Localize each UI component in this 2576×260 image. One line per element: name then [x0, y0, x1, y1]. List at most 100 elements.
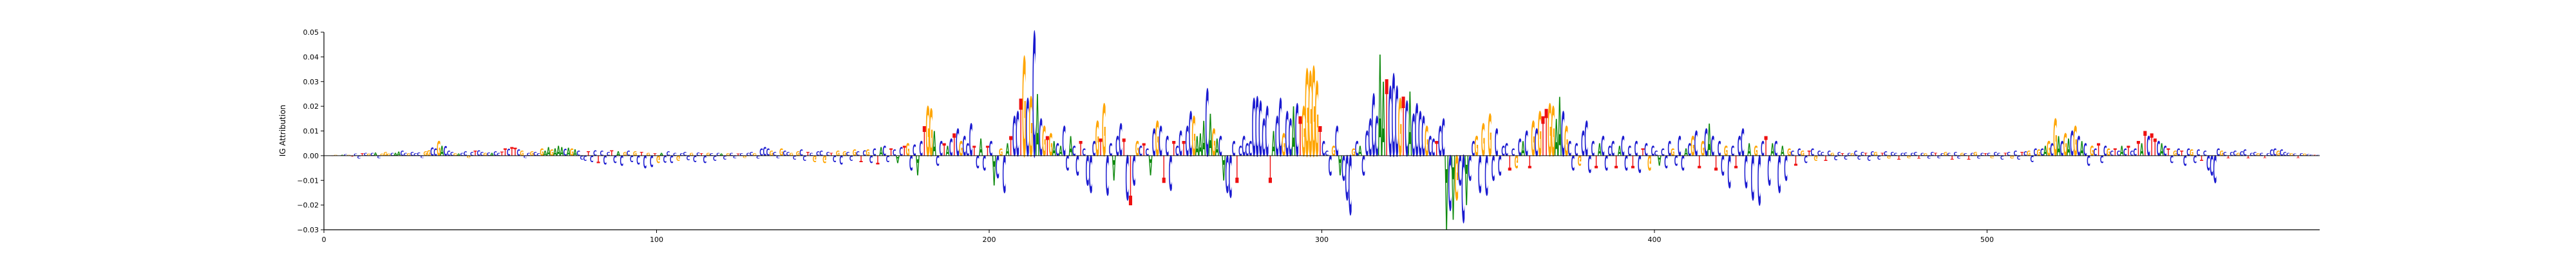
logo-letter: T [1401, 81, 1405, 176]
logo-letter: C [869, 153, 873, 165]
logo-letter: C [1395, 68, 1399, 178]
logo-letter: T [2246, 154, 2250, 158]
logo-letter: T [1545, 96, 1548, 171]
logo-letter: T [1917, 154, 1920, 159]
logo-letter: A [1222, 147, 1226, 187]
logo-letter: G [1315, 62, 1319, 180]
logo-letter: C [1275, 107, 1279, 169]
logo-letter: C [1607, 143, 1611, 159]
y-tick-label: −0.01 [297, 176, 319, 185]
logo-letter: A [1272, 124, 1276, 164]
x-tick-label: 100 [650, 236, 663, 244]
logo-letter: C [1321, 138, 1325, 161]
logo-letter: A [2067, 135, 2070, 162]
logo-letter: C [1229, 142, 1233, 209]
logo-letter: T [2137, 138, 2140, 161]
logo-letter: C [583, 153, 587, 162]
logo-letter: A [393, 152, 398, 156]
logo-letter: C [576, 150, 580, 158]
logo-letter: C [1584, 112, 1588, 167]
logo-letter: C [1561, 99, 1565, 170]
logo-letter: C [1388, 68, 1392, 178]
logo-letter: A [440, 143, 444, 159]
logo-letter: C [750, 151, 753, 157]
logo-letter: C [1914, 151, 1918, 157]
logo-letter: G [2289, 153, 2293, 156]
logo-letter: A [1464, 139, 1468, 218]
logo-letter: G [866, 148, 869, 158]
logo-letter: C [1854, 150, 1858, 158]
y-tick-label: 0.00 [303, 152, 319, 160]
logo-letter: C [2280, 148, 2284, 158]
logo-letter: C [2070, 124, 2074, 164]
logo-letter: C [497, 152, 500, 156]
logo-letter: G [520, 150, 524, 158]
logo-letter: C [816, 151, 820, 158]
logo-letter: C [2087, 153, 2090, 169]
logo-letter: T [2200, 153, 2204, 162]
logo-letter: C [1249, 138, 1253, 161]
logo-letter: C [1744, 145, 1748, 196]
logo-letter: C [810, 152, 813, 156]
logo-letter: C [1661, 147, 1665, 158]
logo-letter: C [1186, 118, 1189, 165]
logo-letter: C [1002, 143, 1006, 202]
logo-letter: G [1887, 154, 1891, 159]
logo-letter: C [1797, 147, 1801, 158]
logo-letter: A [896, 153, 900, 165]
logo-letter: C [1119, 116, 1122, 167]
logo-letter: C [883, 143, 887, 159]
logo-letter: C [1861, 151, 1864, 157]
logo-letter: C [1441, 109, 1445, 169]
logo-letter: C [1026, 84, 1030, 174]
logo-letter: C [1016, 99, 1019, 170]
logo-letter: G [1475, 131, 1479, 163]
logo-letter: G [453, 153, 457, 156]
logo-letter: C [1571, 151, 1575, 174]
logo-letter: C [1498, 149, 1502, 180]
logo-letter: C [713, 153, 717, 162]
logo-letter: C [2283, 151, 2287, 157]
logo-letter: C [1325, 150, 1329, 158]
logo-letter: T [923, 118, 926, 165]
logo-letter: G [1671, 147, 1674, 158]
logo-letter: C [1947, 152, 1951, 156]
logo-letter: G [796, 151, 800, 158]
logo-letter: C [1678, 131, 1681, 163]
logo-letter: C [1761, 138, 1765, 161]
logo-letter: C [1242, 131, 1245, 163]
logo-letter: C [2230, 151, 2233, 157]
logo-letter: C [377, 154, 381, 158]
logo-letter: C [1704, 122, 1708, 165]
logo-letter: A [2160, 140, 2164, 160]
logo-letter: C [1954, 151, 1958, 157]
logo-letter: C [1920, 152, 1924, 156]
logo-letter: C [1361, 149, 1365, 180]
logo-letter: A [544, 150, 548, 158]
logo-letter: C [756, 154, 760, 159]
logo-letter: C [413, 153, 417, 156]
logo-letter: A [659, 152, 664, 156]
logo-letter: T [1172, 138, 1175, 161]
logo-letter: C [1075, 149, 1079, 180]
logo-letter: G [925, 93, 929, 172]
logo-letter: G [999, 147, 1003, 158]
logo-letter: T [587, 151, 590, 158]
logo-letter: C [1804, 153, 1808, 165]
logo-letter: T [736, 153, 740, 156]
logo-letter: C [480, 151, 484, 157]
logo-letter: G [2173, 150, 2177, 158]
logo-letter: T [1714, 151, 1718, 174]
logo-letter: A [2120, 143, 2124, 159]
logo-letter: G [1814, 153, 1817, 162]
logo-letter: T [1298, 107, 1302, 169]
logo-letters-layer: ACTGCACGTCCTCGCACGGGCAACCGCCCCGGCCGACCCG… [324, 0, 2320, 249]
logo-letter: G [2010, 154, 2014, 159]
logo-letter: C [564, 147, 567, 158]
logo-letter: C [913, 143, 916, 160]
logo-letter: C [1262, 109, 1265, 169]
logo-letter: C [849, 153, 853, 162]
logo-letter: C [527, 152, 531, 156]
logo-letter: C [2170, 153, 2174, 165]
logo-letter: C [620, 153, 623, 169]
